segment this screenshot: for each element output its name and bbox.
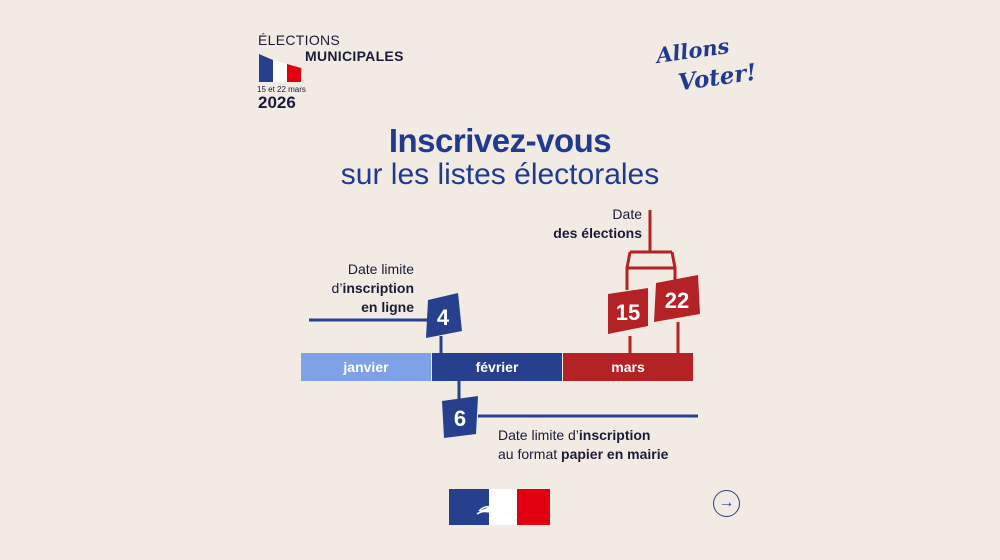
page-title: Inscrivez-vous [388,122,612,159]
day-4: 4 [437,305,450,330]
day-15: 15 [616,300,640,325]
month-mars: mars [563,353,693,381]
online-label-line1: Date limite [347,261,414,277]
paper-label-bold1: inscription [578,427,651,443]
header-elections: ÉLECTIONS [258,32,341,48]
marianne-logo [449,489,550,525]
next-arrow-button[interactable]: → [713,490,740,517]
header-municipales: MUNICIPALES [305,48,404,64]
day-6: 6 [454,406,466,431]
header-dates: 15 et 22 mars [257,85,306,94]
day-22: 22 [665,288,689,313]
badge-election-round1 [608,288,648,334]
header-year: 2026 [258,93,296,112]
flag-icon [259,54,301,82]
online-deadline-label: Date limite d’inscription en ligne [300,260,414,317]
online-label-bold1: inscription [342,280,414,296]
online-label-bold2: en ligne [361,299,414,315]
election-label-line1: Date [612,206,642,222]
election-date-label: Date des élections [540,205,642,243]
badge-online-deadline [426,293,462,338]
badge-paper-deadline [442,396,478,438]
online-label-prefix: d’ [331,280,343,296]
paper-deadline-label: Date limite d’inscription au format papi… [498,426,708,464]
election-label-line2: des élections [553,225,642,241]
page-subtitle: sur les listes électorales [340,158,660,191]
paper-label-prefix: Date limite d’ [498,427,579,443]
paper-label-mid: au format [498,446,562,462]
month-janvier: janvier [301,353,431,381]
month-fevrier: février [432,353,562,381]
paper-label-bold2: papier en mairie [561,446,669,462]
badge-election-round2 [654,275,700,322]
arrow-right-icon: → [718,494,735,511]
